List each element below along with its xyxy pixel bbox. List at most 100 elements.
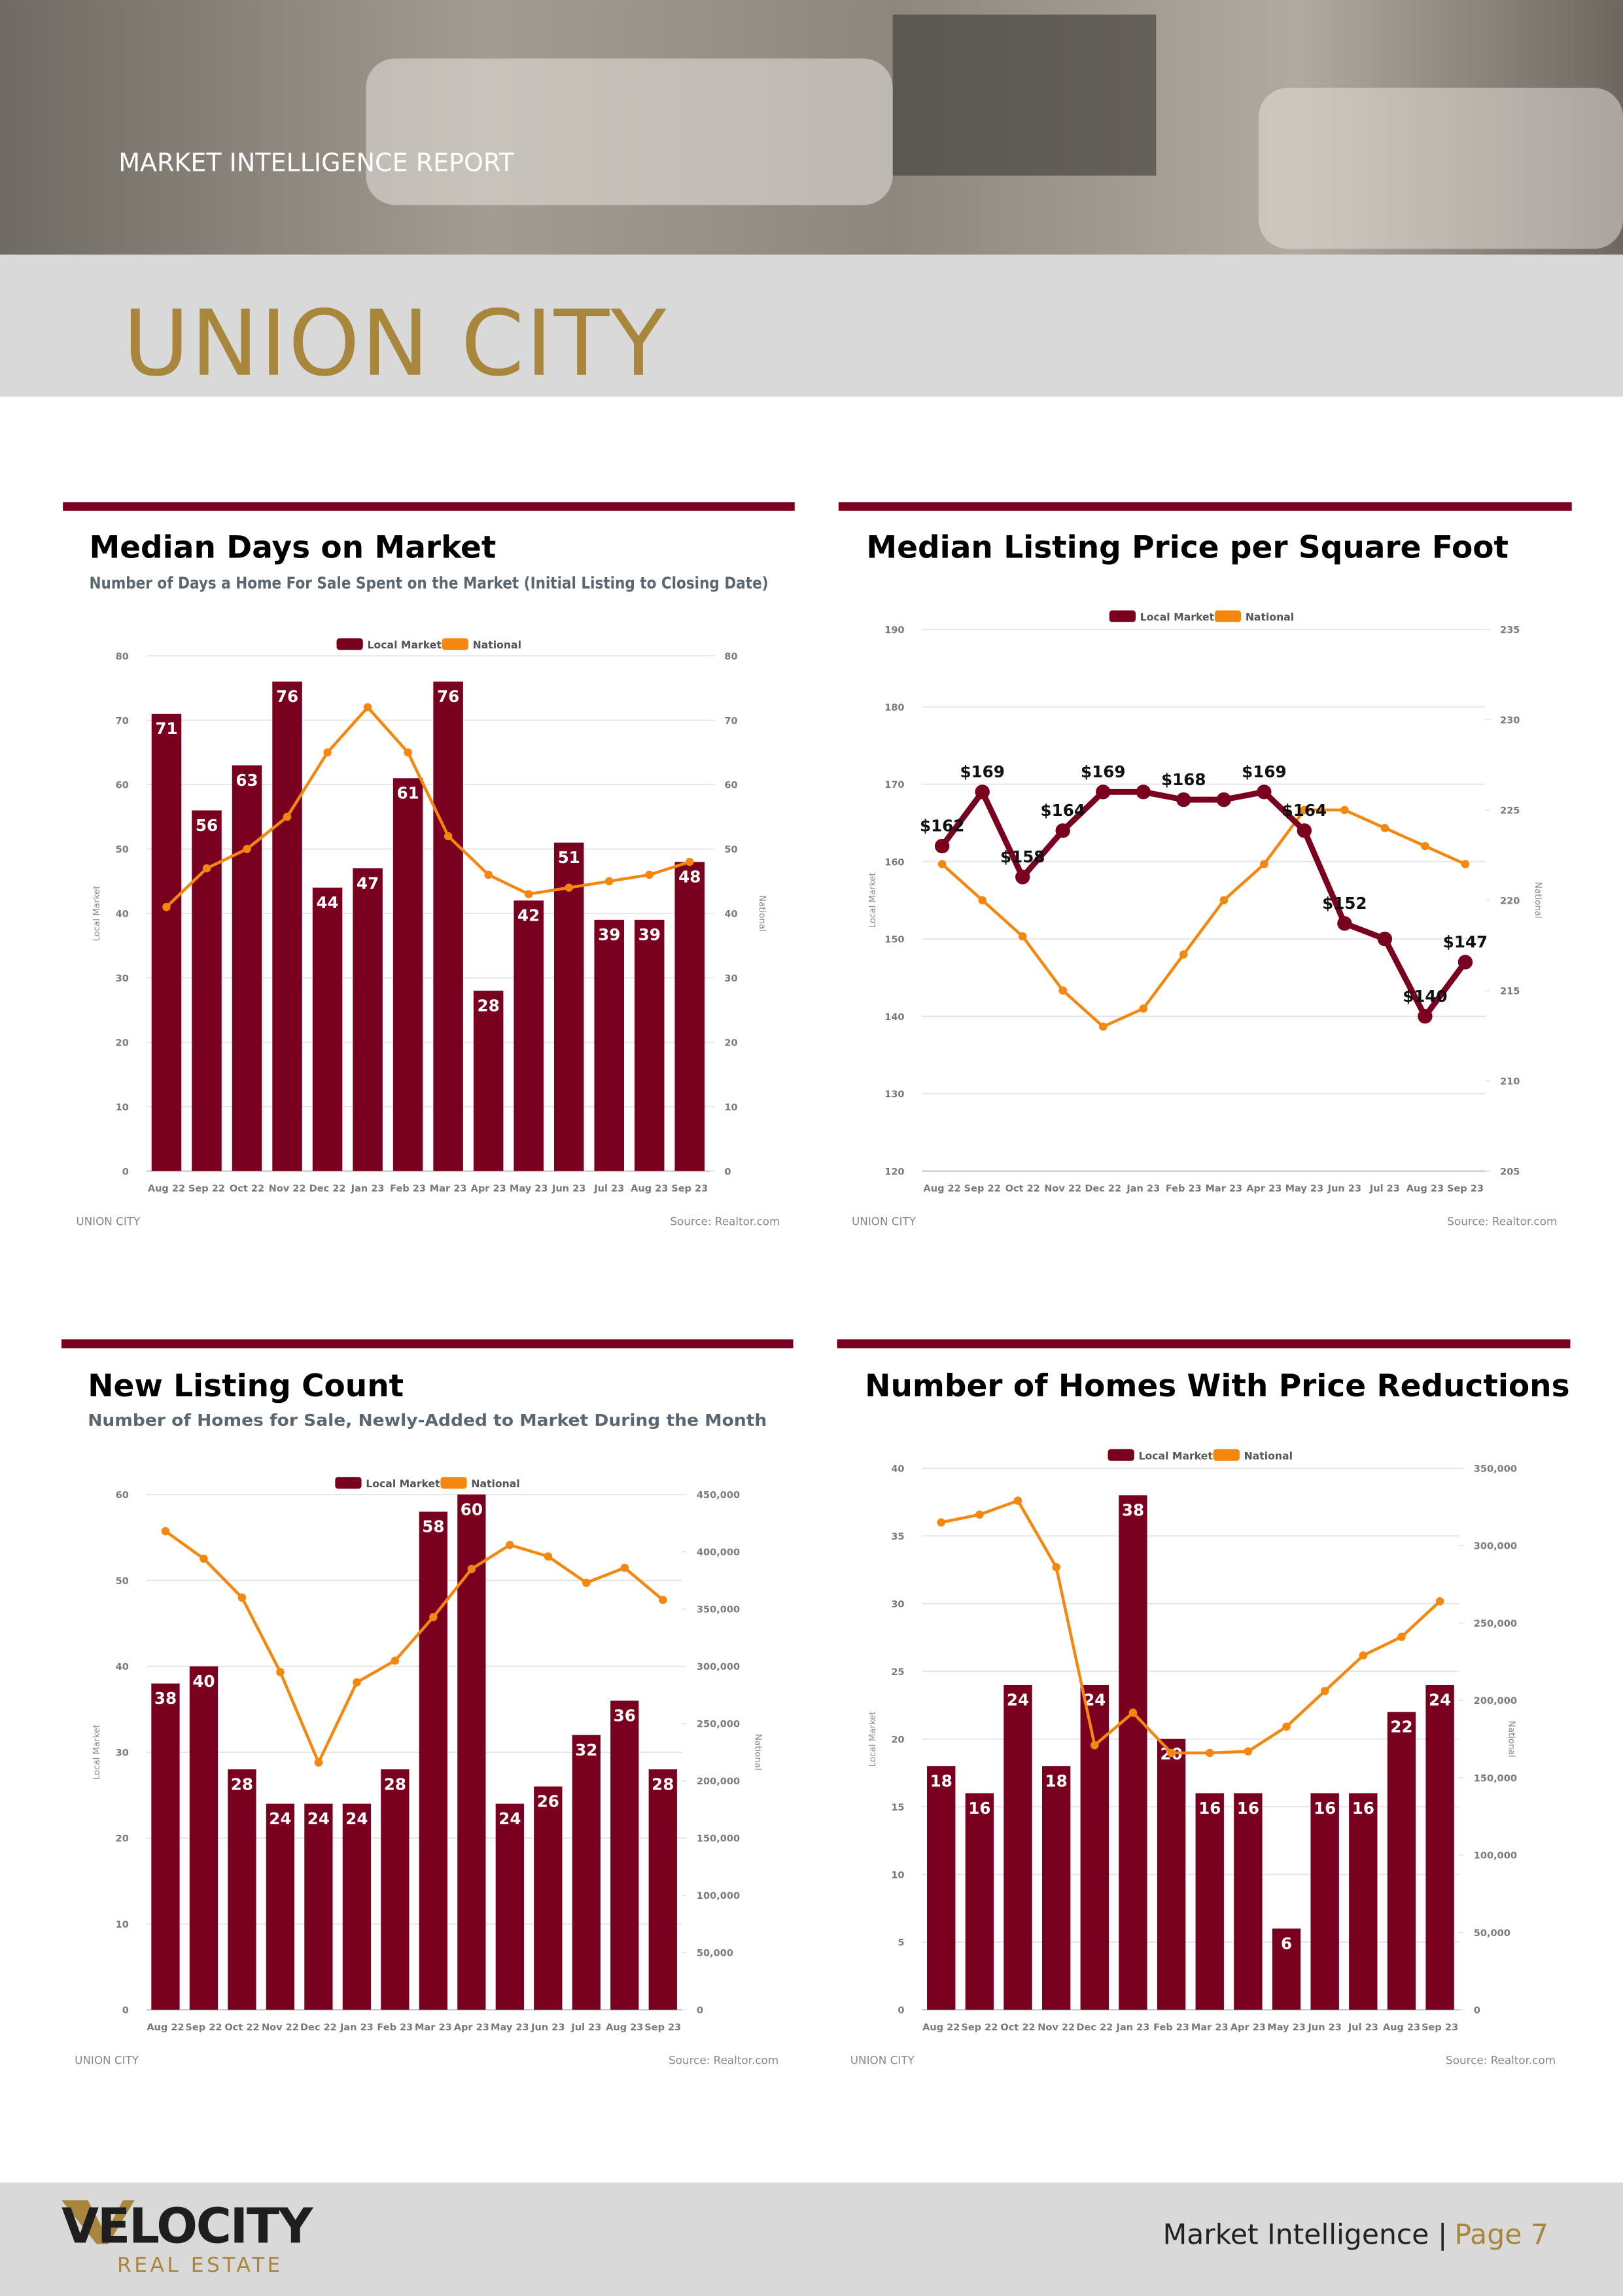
series-point xyxy=(1205,1748,1214,1757)
bar-value-label: 42 xyxy=(517,906,540,925)
bar xyxy=(304,1803,333,2010)
x-tick-label: Aug 23 xyxy=(1406,1184,1444,1194)
x-tick-label: Apr 23 xyxy=(471,1184,506,1194)
legend-label: National xyxy=(473,639,521,651)
bar xyxy=(312,887,343,1171)
y-tick-label: 150 xyxy=(884,935,904,945)
bar xyxy=(228,1769,256,2010)
series-point xyxy=(1219,896,1229,905)
y-tick-label: 20 xyxy=(891,1735,904,1745)
series-point xyxy=(937,1518,945,1527)
bar-value-label: 60 xyxy=(461,1500,483,1519)
bar xyxy=(1195,1793,1224,2010)
bar-value-label: 28 xyxy=(384,1775,406,1793)
bar xyxy=(634,919,665,1171)
y-axis-title: Local Market xyxy=(92,885,102,941)
bar-value-label: 24 xyxy=(1429,1690,1451,1709)
series-point xyxy=(467,1564,476,1574)
bar-value-label: 51 xyxy=(558,848,580,867)
x-tick-label: Nov 22 xyxy=(1044,1184,1081,1194)
series-point xyxy=(314,1758,323,1767)
y-tick-label: 10 xyxy=(116,1103,129,1113)
point-value-label: $168 xyxy=(1161,770,1206,789)
bar-value-label: 76 xyxy=(276,687,298,706)
bar xyxy=(1234,1793,1263,2010)
y-axis-title: Local Market xyxy=(92,1724,102,1780)
series-point xyxy=(1435,1597,1444,1606)
x-tick-label: May 23 xyxy=(1285,1184,1324,1194)
series-point xyxy=(1457,955,1473,970)
series-point xyxy=(1300,805,1309,815)
chart-source: Source: Realtor.com xyxy=(1446,2053,1556,2066)
x-tick-label: Apr 23 xyxy=(1230,2022,1266,2033)
legend-swatch xyxy=(1108,1449,1134,1461)
legend-swatch xyxy=(336,638,363,650)
bar xyxy=(151,713,182,1171)
y2-tick-label: 235 xyxy=(1500,626,1520,636)
legend-label: National xyxy=(1244,1449,1293,1462)
series-point xyxy=(237,1593,247,1602)
legend-swatch xyxy=(442,638,468,650)
report-name: Market Intelligence | xyxy=(1163,2219,1448,2252)
x-tick-label: Oct 22 xyxy=(1005,1184,1040,1194)
series-point xyxy=(243,845,251,853)
x-tick-label: Sep 23 xyxy=(671,1184,708,1194)
series-point xyxy=(1257,785,1272,800)
series-point xyxy=(162,902,171,911)
y-tick-label: 0 xyxy=(122,1167,129,1177)
y-tick-label: 40 xyxy=(891,1464,904,1474)
y2-axis-title: National xyxy=(1507,1721,1516,1757)
series-point xyxy=(429,1613,438,1621)
y-axis-title: Local Market xyxy=(868,872,878,928)
x-tick-label: Jun 23 xyxy=(531,2022,565,2033)
x-tick-label: Oct 22 xyxy=(224,2022,259,2033)
y2-tick-label: 80 xyxy=(724,652,737,662)
bar-value-label: 28 xyxy=(231,1775,253,1793)
bar xyxy=(393,778,423,1171)
bar xyxy=(473,991,504,1171)
series-line xyxy=(164,1530,664,1764)
y-tick-label: 25 xyxy=(891,1667,904,1678)
y-tick-label: 0 xyxy=(898,2005,904,2016)
y2-tick-label: 350,000 xyxy=(1474,1464,1517,1474)
bar xyxy=(433,681,463,1171)
bar xyxy=(1157,1739,1186,2010)
chart-note: UNION CITY xyxy=(75,2053,139,2066)
series-point xyxy=(353,1678,361,1687)
y-tick-label: 120 xyxy=(884,1167,904,1177)
series-point xyxy=(1377,931,1393,947)
series-point xyxy=(1167,1748,1176,1757)
x-tick-label: Sep 22 xyxy=(964,1184,1001,1194)
series-point xyxy=(978,896,986,905)
x-tick-label: Dec 22 xyxy=(309,1184,346,1194)
y-tick-label: 40 xyxy=(116,910,129,920)
series-point xyxy=(1320,1687,1329,1695)
bar-value-label: 56 xyxy=(196,816,218,835)
y-tick-label: 10 xyxy=(116,1920,129,1930)
series-point xyxy=(1013,1496,1022,1505)
card-rule xyxy=(61,1339,794,1349)
bar-value-label: 39 xyxy=(638,925,661,944)
series-point xyxy=(544,1552,553,1561)
bar xyxy=(1387,1712,1416,2010)
series-point xyxy=(1282,1722,1291,1731)
bar xyxy=(1080,1684,1109,2010)
y2-tick-label: 200,000 xyxy=(1474,1696,1517,1706)
series-line xyxy=(941,808,1466,1029)
bar-value-label: 16 xyxy=(1198,1799,1221,1818)
y2-tick-label: 20 xyxy=(724,1038,737,1048)
point-value-label: $147 xyxy=(1443,932,1488,951)
x-tick-label: Jun 23 xyxy=(1307,2022,1341,2033)
x-tick-label: May 23 xyxy=(510,1184,548,1194)
legend-swatch xyxy=(1214,610,1242,622)
bar-value-label: 48 xyxy=(678,868,701,887)
point-value-label: $164 xyxy=(1282,801,1327,820)
x-tick-label: Sep 22 xyxy=(961,2022,998,2033)
bar xyxy=(419,1511,447,2010)
series-point xyxy=(1128,1708,1138,1717)
bar xyxy=(353,868,383,1171)
x-tick-label: Apr 23 xyxy=(454,2022,489,2033)
y2-tick-label: 205 xyxy=(1500,1167,1520,1177)
series-point xyxy=(1359,1651,1368,1660)
